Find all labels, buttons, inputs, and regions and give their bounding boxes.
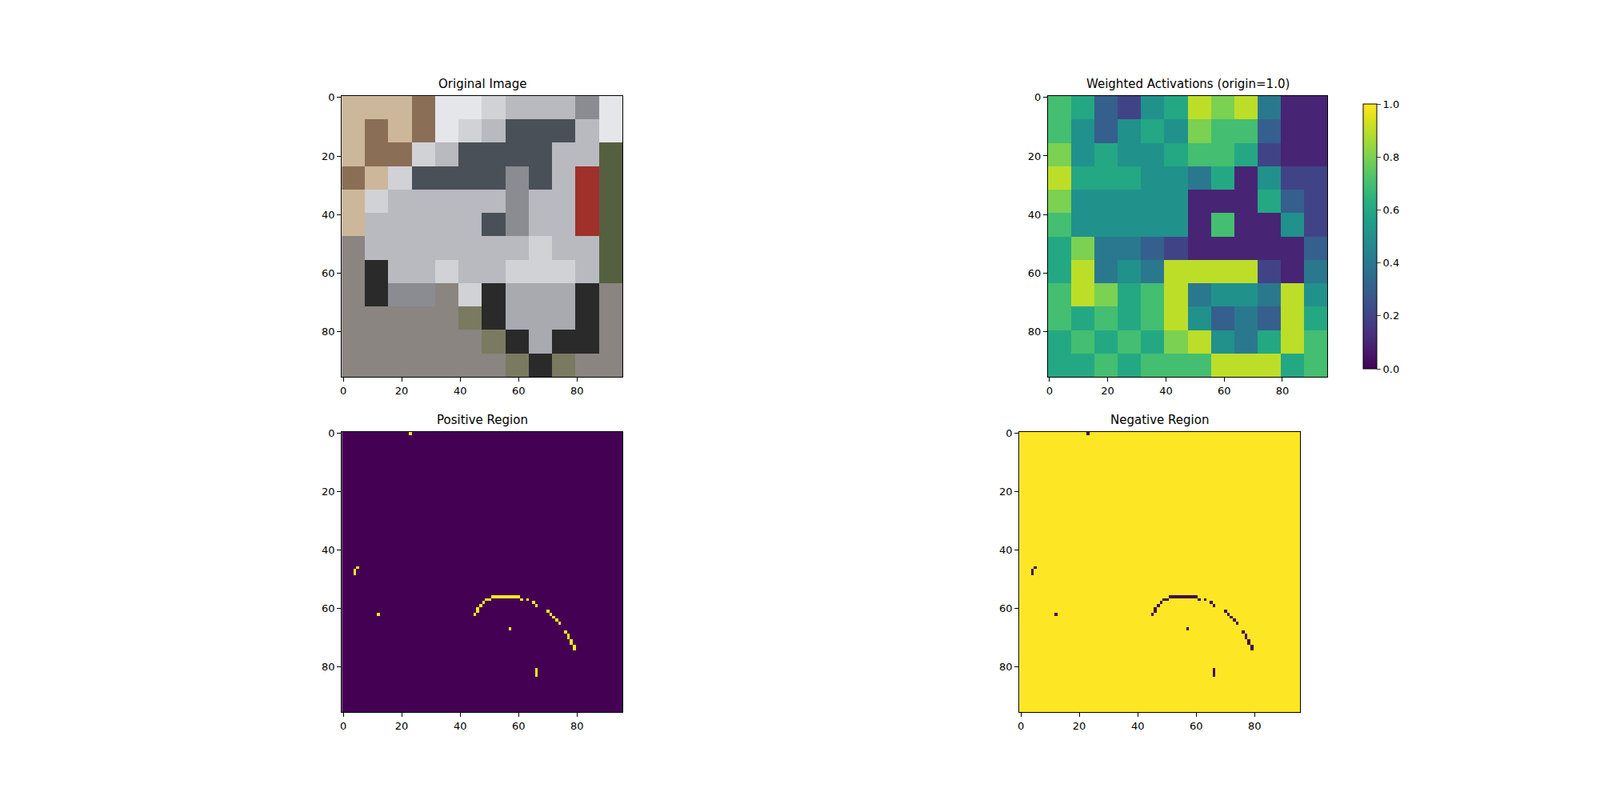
svg-text:40: 40 <box>1131 720 1145 732</box>
svg-text:0: 0 <box>328 91 335 104</box>
svg-text:Weighted Activations (origin=1: Weighted Activations (origin=1.0) <box>1086 76 1290 92</box>
svg-text:0.0: 0.0 <box>1383 363 1400 376</box>
svg-text:40: 40 <box>999 544 1013 556</box>
svg-text:60: 60 <box>999 602 1013 615</box>
svg-text:40: 40 <box>1028 208 1042 221</box>
svg-text:20: 20 <box>1100 384 1115 397</box>
svg-text:80: 80 <box>999 660 1013 673</box>
svg-text:20: 20 <box>1072 720 1087 732</box>
svg-text:20: 20 <box>321 150 336 163</box>
svg-text:80: 80 <box>1276 384 1290 397</box>
svg-text:0: 0 <box>1017 720 1024 732</box>
svg-text:80: 80 <box>570 720 584 732</box>
svg-text:0: 0 <box>1034 91 1041 104</box>
svg-text:0.2: 0.2 <box>1383 309 1400 322</box>
svg-text:0.4: 0.4 <box>1383 256 1400 269</box>
svg-text:60: 60 <box>512 384 526 397</box>
svg-text:0.8: 0.8 <box>1383 151 1400 164</box>
svg-text:40: 40 <box>1159 384 1173 397</box>
svg-text:40: 40 <box>321 208 336 221</box>
svg-text:80: 80 <box>1248 720 1262 732</box>
svg-text:20: 20 <box>395 384 409 397</box>
svg-text:80: 80 <box>1028 325 1042 338</box>
svg-text:60: 60 <box>1217 384 1232 397</box>
svg-text:80: 80 <box>321 660 336 673</box>
svg-text:Original Image: Original Image <box>438 76 527 92</box>
svg-text:60: 60 <box>321 267 336 280</box>
svg-text:20: 20 <box>1028 150 1042 163</box>
svg-text:0: 0 <box>1005 427 1012 440</box>
svg-text:40: 40 <box>453 720 468 732</box>
svg-text:60: 60 <box>321 602 336 615</box>
svg-text:0: 0 <box>328 427 335 440</box>
svg-text:60: 60 <box>512 720 526 732</box>
svg-text:40: 40 <box>321 544 336 556</box>
svg-text:0: 0 <box>340 720 347 732</box>
svg-text:20: 20 <box>395 720 409 732</box>
svg-text:80: 80 <box>321 325 336 338</box>
svg-text:1.0: 1.0 <box>1383 98 1400 111</box>
svg-text:Negative Region: Negative Region <box>1110 412 1209 428</box>
svg-text:80: 80 <box>570 384 584 397</box>
svg-text:0: 0 <box>340 384 347 397</box>
svg-text:60: 60 <box>1028 267 1042 280</box>
svg-text:60: 60 <box>1189 720 1204 732</box>
svg-text:Positive Region: Positive Region <box>436 412 528 428</box>
svg-text:20: 20 <box>999 485 1013 498</box>
svg-text:40: 40 <box>453 384 468 397</box>
svg-text:0: 0 <box>1046 384 1053 397</box>
svg-text:20: 20 <box>321 485 336 498</box>
svg-text:0.6: 0.6 <box>1383 204 1400 216</box>
